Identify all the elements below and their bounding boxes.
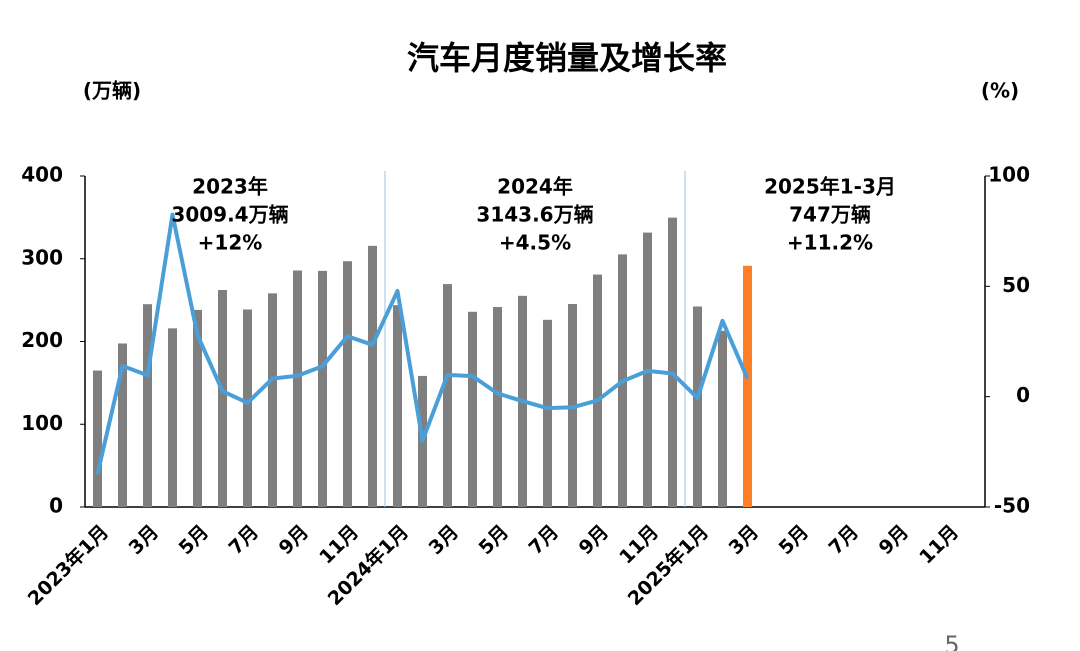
x-tick-label: 9月	[275, 521, 313, 559]
y2-tick-label: -50	[994, 494, 1030, 518]
annotation: 2025年1-3月	[764, 175, 896, 199]
bar	[118, 343, 127, 507]
y-tick-label: 100	[21, 411, 63, 435]
bar	[193, 309, 202, 507]
x-tick-label: 3月	[125, 521, 163, 559]
bar	[93, 370, 102, 507]
bar	[743, 265, 752, 507]
bar	[468, 311, 477, 507]
bar	[393, 305, 402, 507]
annotation: +12%	[198, 231, 263, 255]
bar	[343, 261, 352, 507]
annotation: +4.5%	[499, 231, 571, 255]
annotation: 3009.4万辆	[171, 203, 288, 227]
x-tick-label: 7月	[525, 521, 563, 559]
x-tick-label: 2023年1月	[23, 520, 113, 610]
x-tick-label: 3月	[725, 521, 763, 559]
annotation: 2023年	[192, 175, 268, 199]
bar	[593, 274, 602, 507]
annotation: 747万辆	[789, 203, 871, 227]
x-tick-label: 7月	[825, 521, 863, 559]
bar	[243, 309, 252, 507]
y2-tick-label: 50	[1002, 273, 1030, 297]
bar	[668, 217, 677, 508]
x-tick-label: 9月	[575, 521, 613, 559]
y-tick-label: 300	[21, 245, 63, 269]
y2-axis-label: (%)	[981, 79, 1019, 103]
y2-tick-label: 0	[1016, 383, 1030, 407]
bar	[218, 290, 227, 507]
bar	[318, 270, 327, 507]
bar	[718, 330, 727, 507]
bar	[268, 293, 277, 507]
line	[95, 212, 750, 475]
y-tick-label: 200	[21, 328, 63, 352]
y-tick-label: 0	[49, 494, 63, 518]
x-tick-label: 7月	[225, 521, 263, 559]
bar	[143, 304, 152, 507]
bar	[693, 306, 702, 507]
x-tick-label: 11月	[915, 521, 963, 569]
bar	[293, 270, 302, 507]
y-tick-label: 400	[21, 163, 63, 187]
x-tick-label: 5月	[475, 521, 513, 559]
x-tick-label: 5月	[775, 521, 813, 559]
page-number: 5	[944, 631, 959, 651]
annotation: +11.2%	[787, 231, 873, 255]
bar	[493, 306, 502, 507]
bar	[543, 319, 552, 507]
bar	[168, 328, 177, 507]
y2-tick-label: 100	[988, 163, 1030, 187]
bar	[368, 245, 377, 507]
chart-title: 汽车月度销量及增长率	[407, 39, 727, 77]
annotation: 2024年	[497, 175, 573, 199]
bar	[443, 284, 452, 507]
x-tick-label: 9月	[875, 521, 913, 559]
y-axis-label: (万辆)	[83, 79, 141, 103]
x-tick-label: 5月	[175, 521, 213, 559]
annotation: 3143.6万辆	[476, 203, 593, 227]
x-tick-label: 3月	[425, 521, 463, 559]
